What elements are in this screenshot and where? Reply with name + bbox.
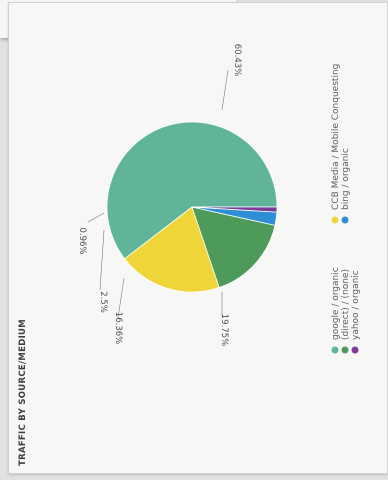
slice-percentage-label: 0.96% bbox=[77, 227, 87, 254]
leader-line bbox=[117, 277, 125, 319]
chart-title: TRAFFIC BY SOURCE/MEDIUM bbox=[18, 319, 28, 466]
legend-swatch bbox=[341, 346, 349, 354]
legend-label: yahoo / organic bbox=[351, 270, 361, 340]
legend-label: (direct) / (none) bbox=[341, 269, 351, 340]
legend-label: CCB Media / Mobile Conquesting bbox=[331, 64, 341, 210]
legend-swatch bbox=[331, 216, 339, 224]
leader-line bbox=[87, 212, 105, 223]
slice-percentage-label: 19.75% bbox=[219, 314, 229, 346]
slice-percentage-label: 16.36% bbox=[113, 312, 123, 344]
leader-lines bbox=[87, 69, 229, 319]
legend-swatch bbox=[331, 346, 339, 354]
pie-slice bbox=[191, 206, 276, 289]
pie-slice bbox=[191, 206, 278, 213]
percentage-labels: 60.43% 19.75% 16.36% 2.5% 0.96% bbox=[77, 44, 242, 346]
pie-slices bbox=[106, 121, 278, 293]
pie-slice bbox=[106, 121, 278, 260]
legend: google / organic (direct) / (none) yahoo /… bbox=[331, 64, 361, 354]
legend-swatch bbox=[341, 216, 349, 224]
legend-label: google / organic bbox=[331, 267, 341, 340]
slice-percentage-label: 2.5% bbox=[98, 291, 108, 313]
leader-line bbox=[99, 229, 105, 291]
leader-line bbox=[221, 69, 229, 111]
legend-label: bing / organic bbox=[341, 148, 351, 210]
pie-slice bbox=[124, 206, 220, 293]
slice-percentage-label: 60.43% bbox=[232, 44, 242, 76]
legend-swatch bbox=[351, 346, 359, 354]
